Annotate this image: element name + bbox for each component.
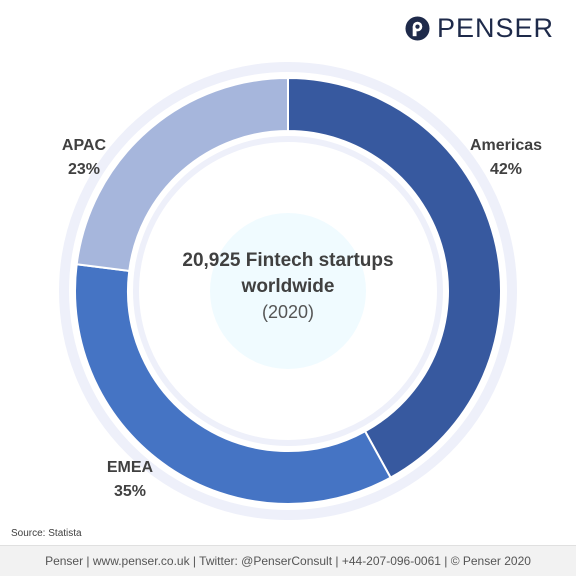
label-apac-name: APAC bbox=[61, 137, 107, 154]
center-year: (2020) bbox=[261, 302, 315, 322]
logo-wordmark: PENSER bbox=[437, 12, 555, 43]
slice-emea bbox=[74, 263, 392, 505]
label-apac: APAC 23% bbox=[48, 134, 120, 182]
center-title: 20,925 Fintech startups worldwide bbox=[182, 250, 394, 297]
slice-americas bbox=[287, 76, 502, 480]
label-americas: Americas 42% bbox=[460, 134, 552, 182]
footer-bar: Penser | www.penser.co.uk | Twitter: @Pe… bbox=[0, 545, 576, 576]
label-emea: EMEA 35% bbox=[90, 456, 170, 504]
slice-apac bbox=[75, 76, 289, 273]
label-apac-value: 23% bbox=[67, 161, 101, 178]
outer-glow-ring bbox=[59, 62, 517, 520]
center-glow bbox=[210, 213, 366, 369]
label-americas-value: 42% bbox=[489, 161, 523, 178]
penser-logo-icon bbox=[405, 15, 430, 41]
center-label: 20,925 Fintech startups worldwide (2020) bbox=[168, 248, 408, 324]
label-americas-name: Americas bbox=[469, 137, 543, 154]
inner-glow-ring bbox=[133, 136, 443, 446]
label-emea-value: 35% bbox=[113, 483, 147, 500]
label-emea-name: EMEA bbox=[106, 459, 154, 476]
penser-logo: PENSER bbox=[405, 12, 554, 44]
source-note: Source: Statista bbox=[11, 528, 82, 539]
